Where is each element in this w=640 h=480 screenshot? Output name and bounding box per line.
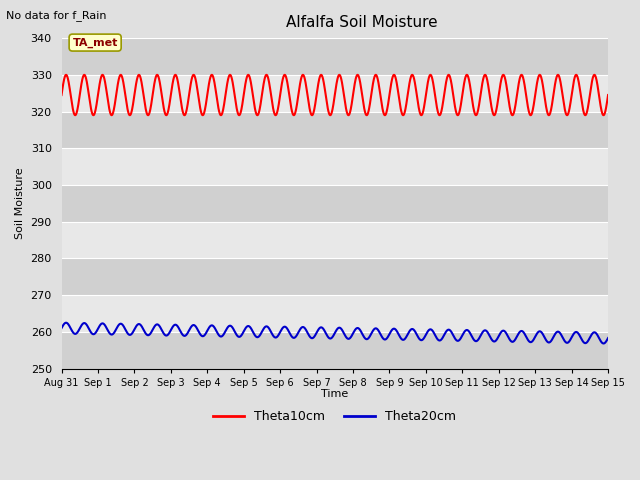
X-axis label: Time: Time [321, 389, 348, 399]
Bar [61, 295, 608, 332]
Legend: Theta10cm, Theta20cm: Theta10cm, Theta20cm [208, 406, 461, 428]
Text: TA_met: TA_met [72, 37, 118, 48]
Bar [61, 185, 608, 222]
Bar [61, 75, 608, 111]
Bar [61, 222, 608, 258]
Text: No data for f_Rain: No data for f_Rain [6, 10, 107, 21]
Bar [61, 258, 608, 295]
Bar [61, 148, 608, 185]
Bar [61, 111, 608, 148]
Y-axis label: Soil Moisture: Soil Moisture [15, 168, 25, 239]
Bar [61, 38, 608, 75]
Title: Alfalfa Soil Moisture: Alfalfa Soil Moisture [286, 15, 438, 30]
Bar [61, 332, 608, 369]
